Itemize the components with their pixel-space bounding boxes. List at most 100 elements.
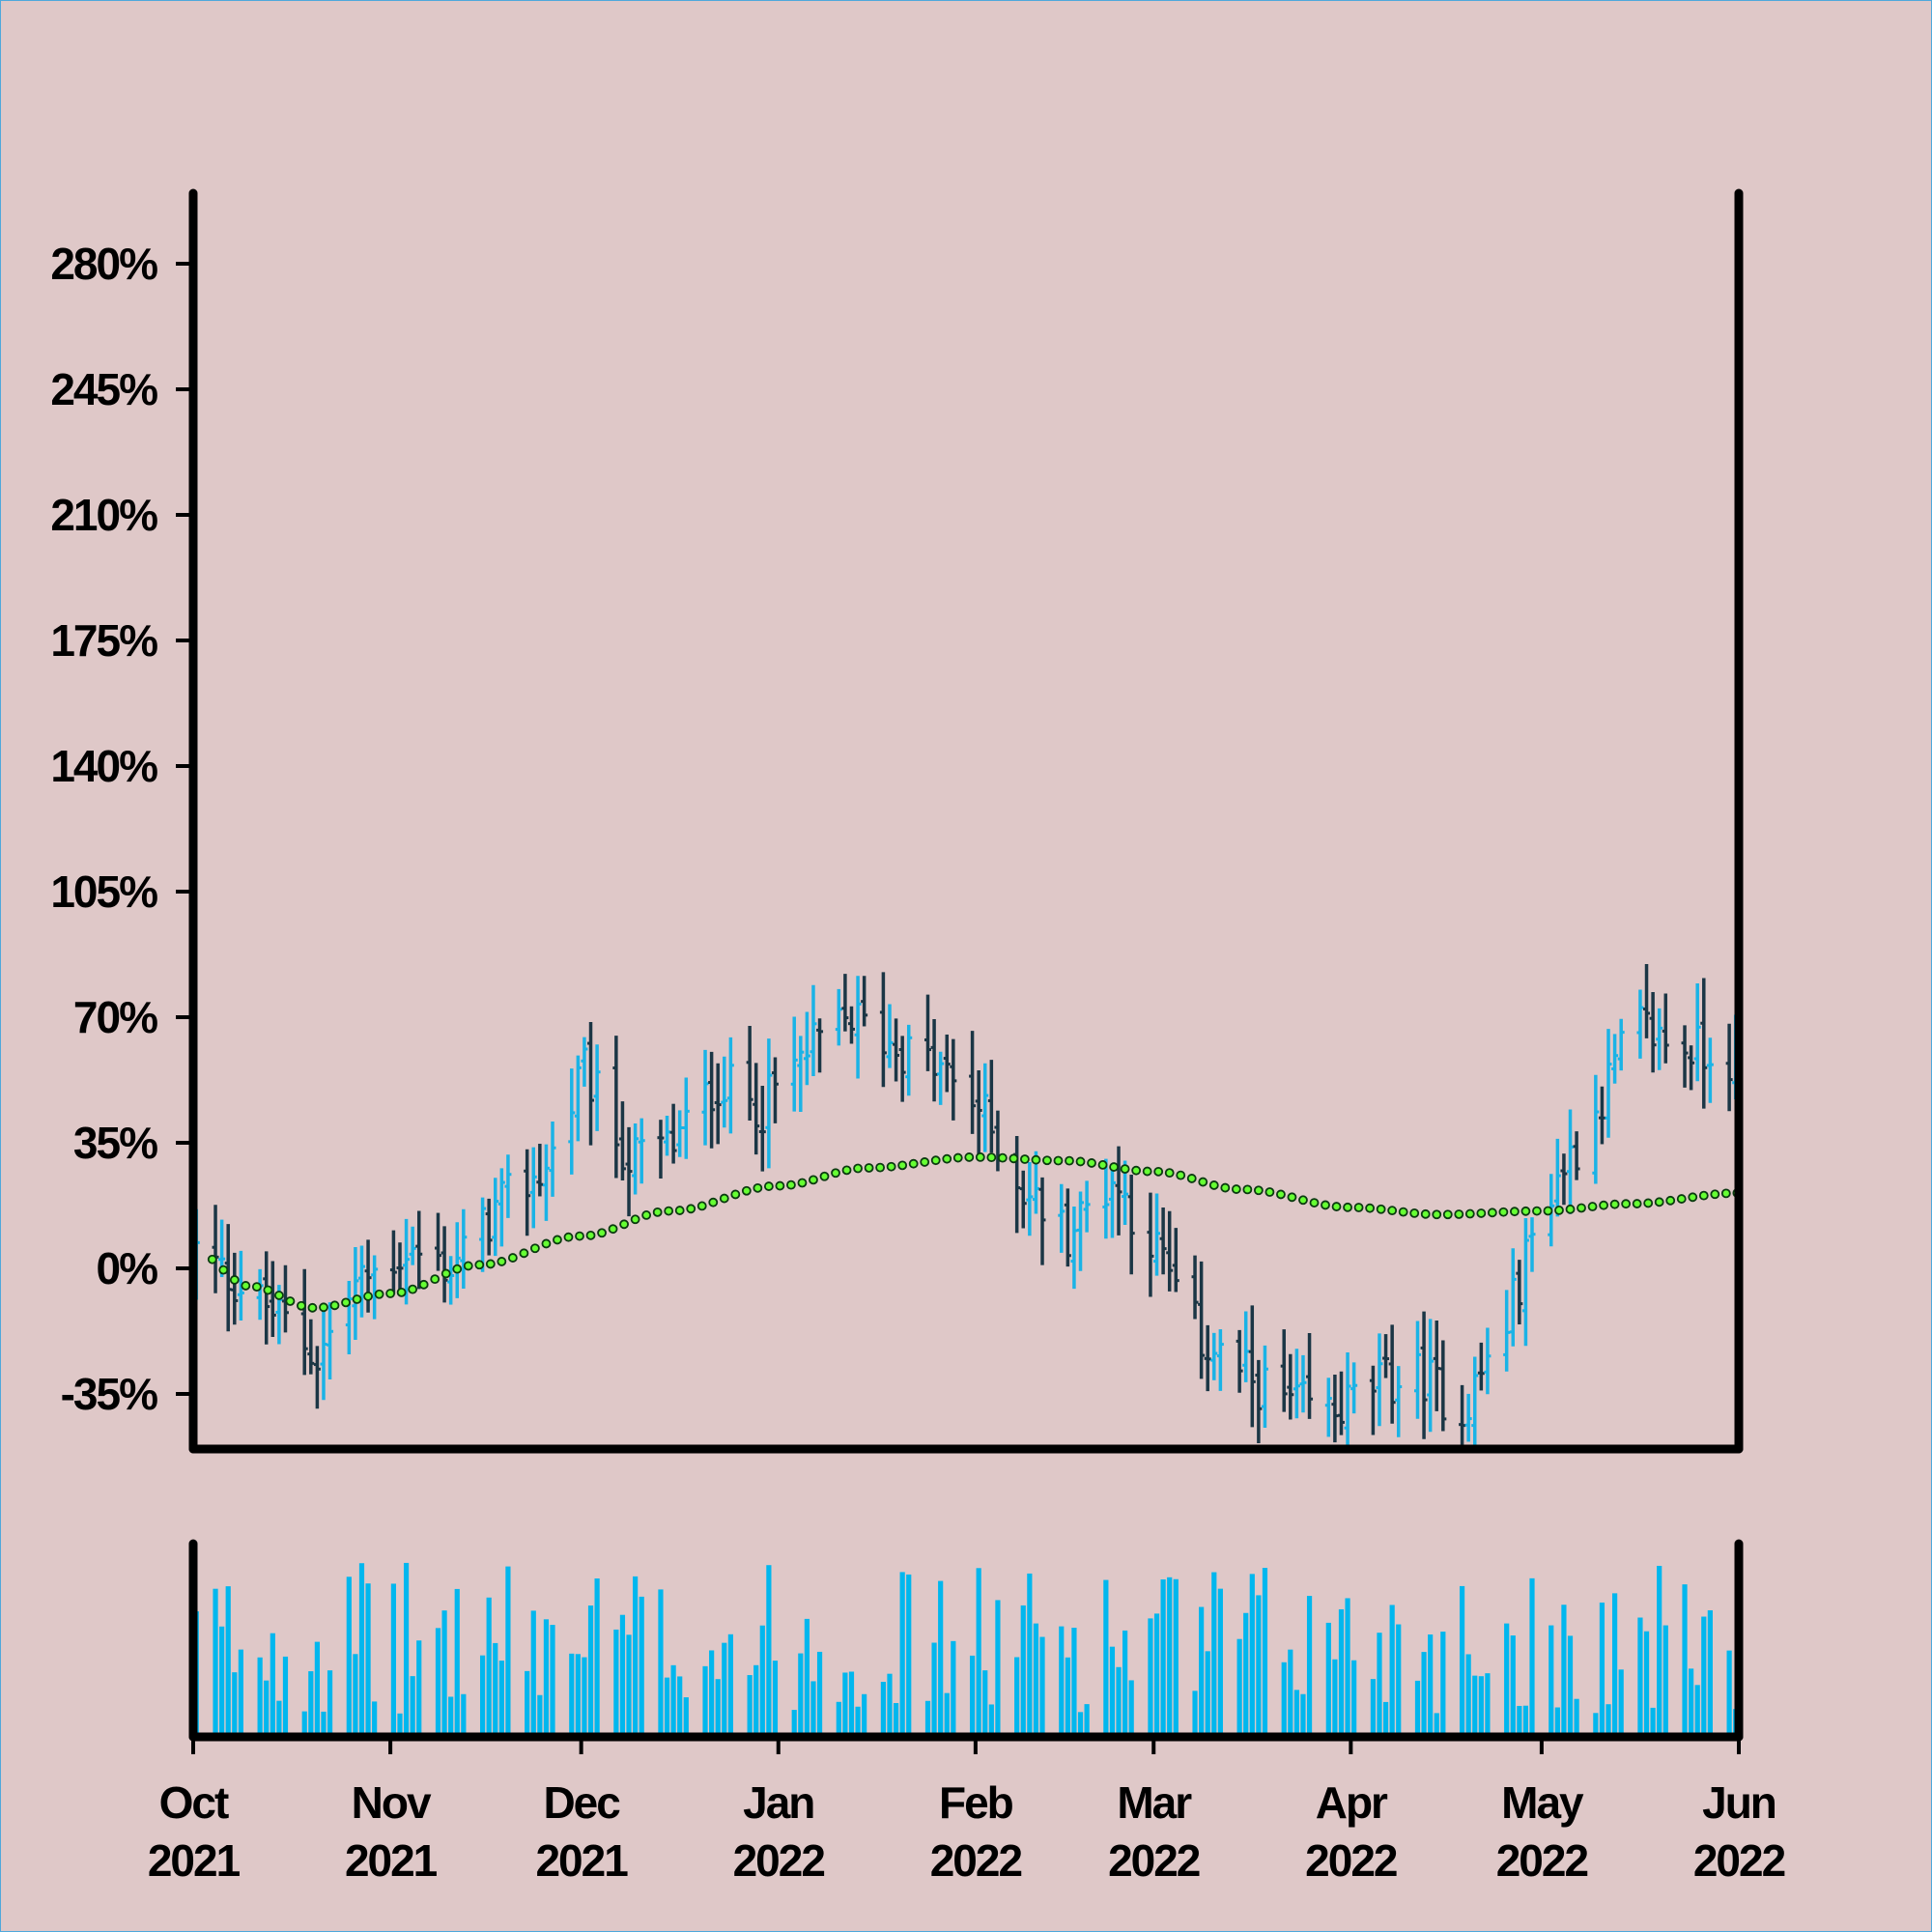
ohlc-bar <box>1115 1146 1122 1236</box>
ohlc-bar <box>542 1144 550 1221</box>
ohlc-bar <box>497 1168 505 1247</box>
moving-average-point <box>1464 1208 1475 1219</box>
ohlc-bar <box>300 1268 308 1376</box>
x-tick-year-label: 2022 <box>1108 1835 1200 1886</box>
volume-bar <box>747 1675 753 1737</box>
ohlc-bar <box>479 1197 487 1272</box>
ohlc-bar <box>1064 1188 1071 1267</box>
moving-average-line <box>207 1151 1743 1313</box>
volume-bar <box>995 1600 1001 1737</box>
moving-average-point <box>585 1230 596 1240</box>
ohlc-bar <box>708 1051 716 1149</box>
ohlc-bar <box>1058 1183 1065 1253</box>
volume-bar <box>1726 1650 1732 1737</box>
moving-average-point <box>1510 1207 1520 1217</box>
ohlc-bar <box>345 1280 353 1354</box>
moving-average-point <box>229 1275 240 1285</box>
ohlc-bar <box>1019 1170 1027 1229</box>
moving-average-point <box>1208 1180 1219 1190</box>
volume-bar <box>1650 1707 1656 1737</box>
ohlc-bar <box>1038 1177 1046 1265</box>
volume-bar <box>1039 1636 1045 1737</box>
volume-bar <box>1211 1572 1217 1737</box>
moving-average-point <box>1599 1200 1608 1210</box>
moving-average-point <box>952 1152 963 1163</box>
ohlc-bar <box>1611 1034 1619 1084</box>
volume-bar <box>225 1586 231 1737</box>
volume-bar <box>727 1634 733 1737</box>
volume-bar <box>613 1629 619 1737</box>
volume-bar <box>416 1640 422 1737</box>
moving-average-point <box>430 1274 440 1285</box>
x-tick-month-label: Apr <box>1316 1777 1388 1828</box>
ohlc-bar <box>1382 1334 1390 1378</box>
volume-bar <box>219 1626 225 1737</box>
ohlc-bar <box>313 1346 321 1409</box>
ohlc-bar <box>682 1077 690 1159</box>
ohlc-bar <box>632 1123 639 1195</box>
volume-bar <box>238 1649 243 1737</box>
ohlc-bar <box>810 984 817 1077</box>
ohlc-bar <box>396 1242 404 1294</box>
moving-average-point <box>352 1294 362 1304</box>
moving-average-point <box>1020 1154 1030 1164</box>
x-tick-month-label: Mar <box>1117 1777 1192 1828</box>
moving-average-point <box>797 1178 808 1188</box>
volume-bar <box>1478 1676 1484 1737</box>
moving-average-point <box>686 1204 696 1214</box>
ohlc-bar <box>1521 1217 1529 1347</box>
moving-average-point <box>530 1243 540 1254</box>
moving-average-point <box>218 1264 229 1275</box>
moving-average-point <box>1698 1190 1709 1201</box>
x-tick-year-label: 2022 <box>733 1835 825 1886</box>
ohlc-bar <box>504 1154 512 1218</box>
ohlc-bar <box>638 1118 645 1184</box>
volume-bar <box>1510 1635 1516 1737</box>
volume-bar <box>1574 1698 1579 1737</box>
moving-average-point <box>674 1206 685 1215</box>
volume-bar <box>804 1618 810 1737</box>
moving-average-point <box>1476 1208 1487 1218</box>
ohlc-bar <box>529 1147 537 1229</box>
volume-bar <box>753 1664 759 1737</box>
volume-bar <box>582 1657 587 1737</box>
volume-bar <box>988 1704 994 1737</box>
ohlc-bar <box>1236 1329 1243 1393</box>
volume-bar <box>893 1703 899 1737</box>
moving-average-point <box>875 1162 886 1173</box>
x-tick-year-label: 2022 <box>930 1835 1022 1886</box>
volume-bar <box>1173 1578 1179 1737</box>
volume-bar <box>1116 1666 1122 1737</box>
ohlc-bar <box>753 1063 760 1155</box>
volume-bar <box>1485 1673 1491 1737</box>
ohlc-bar <box>1464 1393 1472 1442</box>
volume-bar <box>1472 1675 1478 1737</box>
volume-bar <box>403 1562 410 1737</box>
moving-average-point <box>975 1151 985 1162</box>
moving-average-point <box>786 1179 796 1190</box>
y-tick-label: 140% <box>50 741 157 791</box>
ohlc-bar <box>893 1018 900 1082</box>
volume-bar <box>969 1655 976 1737</box>
moving-average-point <box>920 1157 930 1167</box>
x-tick-year-label: 2021 <box>535 1835 628 1886</box>
x-tick-year-label: 2021 <box>148 1835 241 1886</box>
x-axis-ticks: Oct 2021 Nov 2021 Dec 2021 Jan 2022 Feb 2022 Mar 20… <box>148 1737 1787 1886</box>
volume-bar <box>664 1677 670 1737</box>
moving-average-point <box>1543 1206 1553 1216</box>
moving-average-point <box>418 1279 429 1290</box>
volume-bar <box>346 1577 352 1737</box>
volume-bar <box>569 1653 575 1737</box>
moving-average-point <box>1242 1184 1253 1195</box>
moving-average-point <box>1097 1160 1108 1170</box>
volume-bar <box>448 1696 454 1737</box>
volume-bar <box>543 1619 550 1737</box>
ohlc-bar <box>950 1038 957 1121</box>
volume-bar <box>1192 1690 1198 1737</box>
volume-bar <box>1243 1612 1249 1737</box>
ohlc-bar <box>1376 1333 1383 1427</box>
ohlc-bar <box>1388 1324 1396 1424</box>
volume-bar <box>1288 1649 1293 1737</box>
ohlc-bar <box>1649 991 1657 1073</box>
x-tick-year-label: 2021 <box>345 1835 438 1886</box>
